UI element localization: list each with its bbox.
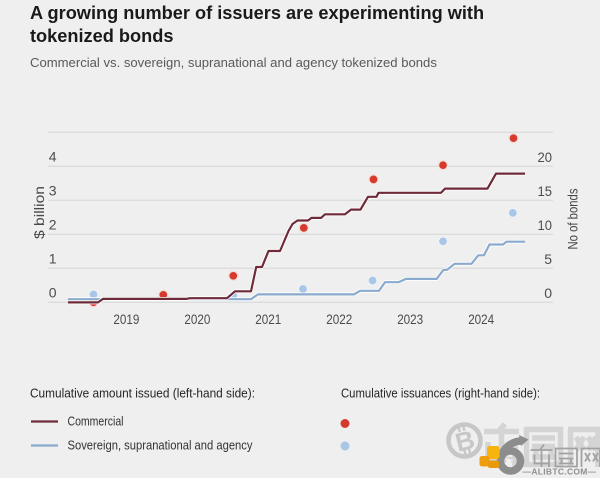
svg-text:2019: 2019 [113,311,139,327]
svg-text:2020: 2020 [184,311,210,327]
svg-text:Cumulative issuances (right-ha: Cumulative issuances (right-hand side): [341,387,540,401]
svg-text:10: 10 [538,217,553,233]
svg-text:4: 4 [49,149,57,165]
svg-text:Cumulative amount issued (left: Cumulative amount issued (left-hand side… [30,387,255,401]
svg-text:Commercial: Commercial [68,415,124,429]
svg-text:No of bonds: No of bonds [566,188,581,249]
svg-text:A growing number of issuers ar: A growing number of issuers are experime… [30,3,484,23]
svg-text:2: 2 [49,217,57,233]
svg-text:1: 1 [49,251,57,267]
svg-text:2023: 2023 [397,311,423,327]
svg-text:20: 20 [538,149,553,165]
svg-text:5: 5 [544,251,552,267]
svg-text:$ billion: $ billion [32,186,47,239]
svg-text:—ALIBTC.COM—: —ALIBTC.COM— [523,467,597,477]
svg-text:3: 3 [49,183,57,199]
svg-text:2021: 2021 [255,311,281,327]
svg-text:2024: 2024 [468,311,494,327]
svg-text:15: 15 [538,183,553,199]
svg-text:0: 0 [544,285,552,301]
svg-text:2022: 2022 [326,311,352,327]
svg-text:Commercial vs. sovereign, supr: Commercial vs. sovereign, supranational … [30,55,437,70]
svg-text:Sovereign, supranational and a: Sovereign, supranational and agency [68,439,254,453]
svg-text:tokenized bonds: tokenized bonds [30,26,173,46]
svg-text:0: 0 [49,285,57,301]
